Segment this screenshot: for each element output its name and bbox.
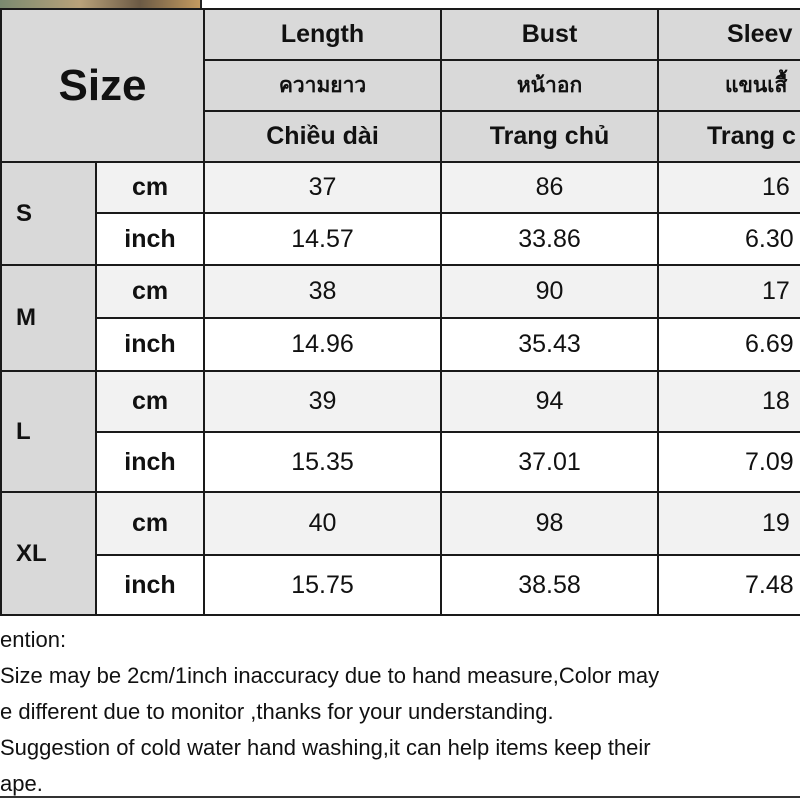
unit-label: cm [94,370,206,433]
size-l: L [0,370,97,493]
size-header: Size [0,8,206,163]
size-xl: XL [0,491,97,616]
value-cell: 7.48 [657,554,800,616]
unit-label: inch [94,317,206,372]
col-header-length-th: ความยาว [203,59,443,112]
value-cell: 16 [657,161,800,214]
note-line: Size may be 2cm/1inch inaccuracy due to … [0,663,660,688]
size-s: S [0,161,97,266]
unit-label: inch [94,212,206,266]
value-cell: 19 [657,491,800,556]
note-line: e different due to monitor ,thanks for y… [0,699,554,724]
value-cell: 15.75 [203,554,443,616]
value-cell: 90 [440,264,660,319]
divider [0,796,800,798]
value-cell: 40 [203,491,443,556]
product-photo-fragment [0,0,200,8]
value-cell: 14.96 [203,317,443,372]
unit-label: cm [94,491,206,556]
table-row: inch 14.96 35.43 6.69 [1,317,800,372]
unit-label: inch [94,554,206,616]
col-header-bust-vi: Trang chủ [440,110,660,163]
value-cell: 17 [657,264,800,319]
value-cell: 98 [440,491,660,556]
value-cell: 37 [203,161,443,214]
value-cell: 38.58 [440,554,660,616]
value-cell: 35.43 [440,317,660,372]
size-chart-table: Size Length Bust Sleev ความยาว หน้าอก แข… [0,8,800,616]
note-line: Suggestion of cold water hand washing,it… [0,735,651,760]
divider [200,0,202,8]
col-header-sleeve-th: แขนเสื้ [657,59,800,112]
value-cell: 94 [440,370,660,433]
note-line: ention: [0,627,67,652]
value-cell: 39 [203,370,443,433]
note-line: ape. [0,771,43,796]
value-cell: 7.09 [657,431,800,493]
value-cell: 38 [203,264,443,319]
value-cell: 6.30 [657,212,800,266]
col-header-length-en: Length [203,8,443,61]
value-cell: 14.57 [203,212,443,266]
value-cell: 37.01 [440,431,660,493]
value-cell: 6.69 [657,317,800,372]
col-header-sleeve-vi: Trang c [657,110,800,163]
size-m: M [0,264,97,372]
table-row: inch 15.35 37.01 7.09 [1,431,800,493]
table-row: XL cm 40 98 19 [0,491,800,616]
col-header-bust-en: Bust [440,8,660,61]
value-cell: 86 [440,161,660,214]
value-cell: 15.35 [203,431,443,493]
col-header-sleeve-en: Sleev [657,8,800,61]
col-header-bust-th: หน้าอก [440,59,660,112]
unit-label: cm [94,264,206,319]
col-header-length-vi: Chiều dài [203,110,443,163]
value-cell: 18 [657,370,800,433]
unit-label: cm [94,161,206,214]
value-cell: 33.86 [440,212,660,266]
table-row: inch 14.57 33.86 6.30 [1,212,800,266]
unit-label: inch [94,431,206,493]
notes: ention: Size may be 2cm/1inch inaccuracy… [0,622,800,802]
table-row: inch 15.75 38.58 7.48 [1,554,800,616]
